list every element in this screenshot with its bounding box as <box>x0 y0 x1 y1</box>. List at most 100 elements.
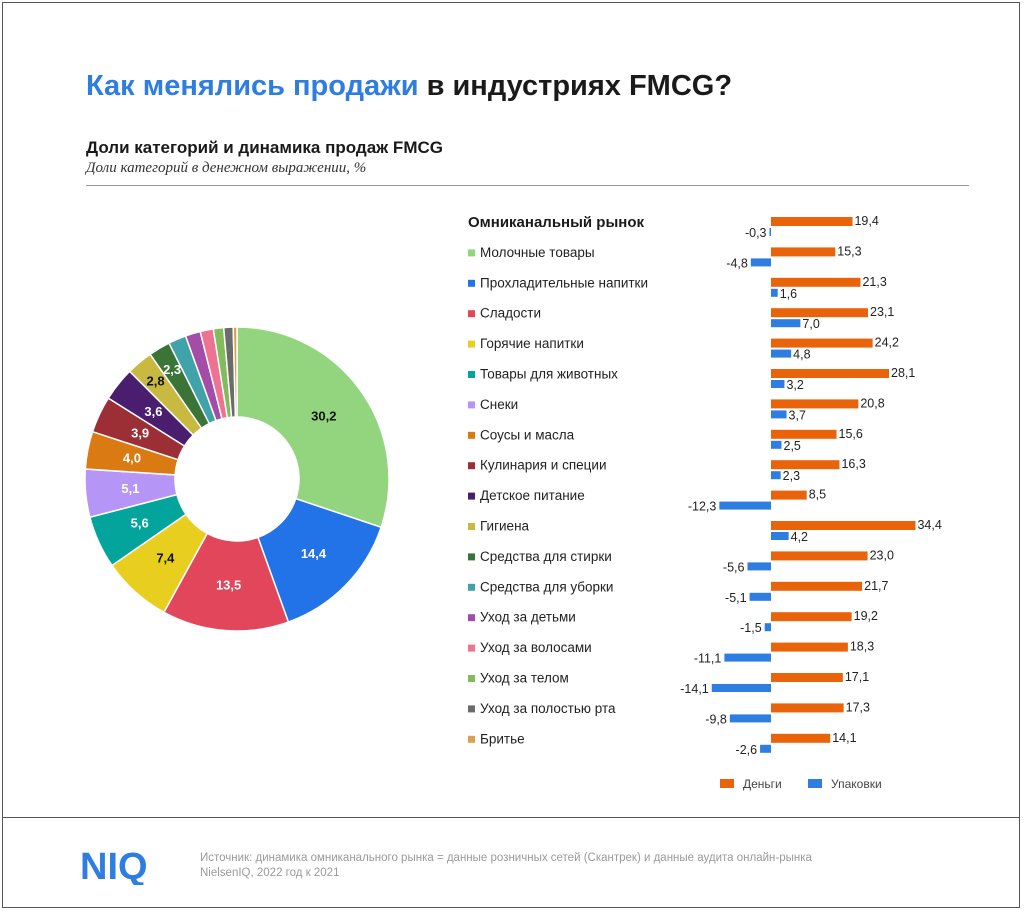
donut-label-1: 30,2 <box>311 408 336 423</box>
legend-label-3: Сладости <box>480 306 541 321</box>
bar-units-3 <box>771 288 778 297</box>
legend-swatch-13 <box>468 614 475 622</box>
bar-units-label-11: 4,2 <box>791 530 808 544</box>
legend-units-label: Упаковки <box>831 777 882 791</box>
legend-label-4: Горячие напитки <box>480 336 584 351</box>
bar-money-17 <box>771 703 844 713</box>
legend-label-10: Гигиена <box>480 519 530 534</box>
header-divider <box>86 185 969 186</box>
donut-label-8: 3,9 <box>131 426 149 441</box>
title-rest: в индустриях FMCG? <box>418 70 733 102</box>
bar-money-label-18: 14,1 <box>832 731 856 745</box>
bar-money-label-6: 28,1 <box>891 366 915 380</box>
donut-chart: 30,2 14,4 13,5 7,4 5,6 5,1 4,0 3,9 3,6 2,82,3 <box>84 326 390 632</box>
bar-money-label-7: 20,8 <box>860 396 884 410</box>
legend-swatch-4 <box>468 340 475 348</box>
bar-units-18 <box>760 744 771 753</box>
bar-chart: 19,4 -0,3 15,3 -4,8 21,3 1,6 23,1 7,0 24,2 4,8 28,… <box>680 214 942 757</box>
bar-money-13 <box>771 581 863 591</box>
bar-legend: Деньги Упаковки <box>720 777 882 791</box>
bar-units-12 <box>747 562 771 571</box>
bar-money-label-8: 15,6 <box>839 427 863 441</box>
bar-money-label-5: 24,2 <box>875 336 899 350</box>
bar-money-label-10: 8,5 <box>809 488 826 502</box>
legend-label-2: Прохладительные напитки <box>480 275 648 290</box>
legend-header: Омниканальный рынок <box>468 214 645 231</box>
legend-swatch-1 <box>468 249 475 257</box>
bar-units-16 <box>711 684 771 692</box>
bar-units-label-15: -11,1 <box>694 652 722 666</box>
bar-units-label-7: 3,7 <box>789 408 806 422</box>
legend-label-8: Кулинария и специи <box>480 458 606 473</box>
donut-label-9: 3,6 <box>144 404 162 419</box>
legend-swatch-16 <box>468 705 475 713</box>
bar-money-1 <box>771 217 853 226</box>
bar-units-1 <box>769 228 771 236</box>
donut-label-3: 13,5 <box>216 578 241 593</box>
title-highlight: Как менялись продажи <box>86 70 419 102</box>
bar-money-7 <box>771 399 859 409</box>
bar-money-5 <box>771 338 873 348</box>
bar-units-label-3: 1,6 <box>780 287 797 301</box>
bar-money-label-4: 23,1 <box>870 305 894 319</box>
bar-money-2 <box>771 247 836 257</box>
bar-money-8 <box>771 429 837 439</box>
bar-units-label-10: -12,3 <box>688 500 717 514</box>
bar-money-10 <box>771 490 807 500</box>
legend-label-9: Детское питание <box>480 488 585 503</box>
legend-label-5: Товары для животных <box>480 367 618 382</box>
source-line-1: Источник: динамика омниканального рынка … <box>200 852 812 864</box>
legend-swatch-3 <box>468 310 475 318</box>
niq-logo: NIQ <box>80 846 148 885</box>
chart-subnote: Доли категорий в денежном выражении, % <box>86 160 367 176</box>
donut-label-6: 5,1 <box>121 481 139 496</box>
donut-label-7: 4,0 <box>123 451 141 466</box>
donut-slice-3 <box>162 532 290 632</box>
bar-money-18 <box>771 733 831 743</box>
bar-units-label-13: -5,1 <box>725 591 747 605</box>
donut-label-4: 7,4 <box>156 550 175 565</box>
bar-units-label-17: -9,8 <box>705 712 727 726</box>
bar-units-11 <box>771 532 789 540</box>
category-legend: Омниканальный рынок Молочные товары Прохла… <box>468 214 648 746</box>
bar-units-label-5: 4,8 <box>793 348 810 362</box>
legend-label-7: Соусы и масла <box>480 427 575 442</box>
legend-swatch-6 <box>468 401 475 409</box>
legend-label-17: Бритье <box>480 731 525 746</box>
bar-units-label-1: -0,3 <box>745 226 767 240</box>
bar-money-label-11: 34,4 <box>917 518 941 532</box>
legend-swatch-12 <box>468 583 475 591</box>
bar-money-label-16: 17,1 <box>845 670 869 684</box>
bar-units-5 <box>771 349 792 358</box>
bar-money-3 <box>771 277 861 287</box>
bar-units-9 <box>771 471 781 480</box>
donut-label-10: 2,8 <box>147 374 165 389</box>
bar-units-4 <box>771 319 801 328</box>
bar-money-label-17: 17,3 <box>846 700 870 714</box>
bar-units-8 <box>771 440 782 449</box>
bar-units-label-6: 3,2 <box>786 378 803 392</box>
legend-swatch-8 <box>468 462 475 470</box>
legend-label-6: Снеки <box>480 397 518 412</box>
legend-money-swatch <box>720 779 734 788</box>
legend-money-label: Деньги <box>743 777 782 791</box>
chart-subtitle: Доли категорий и динамика продаж FMCG <box>86 138 443 157</box>
legend-swatch-15 <box>468 675 475 682</box>
bar-money-4 <box>771 308 869 318</box>
legend-label-13: Уход за детьми <box>480 610 576 625</box>
bar-money-15 <box>771 642 848 652</box>
bar-money-label-13: 21,7 <box>864 579 888 593</box>
donut-label-5: 5,6 <box>131 516 149 531</box>
bar-units-6 <box>771 380 785 388</box>
legend-swatch-2 <box>468 279 475 287</box>
legend-swatch-14 <box>468 644 475 652</box>
legend-swatch-17 <box>468 735 475 743</box>
bar-units-label-9: 2,3 <box>783 469 800 483</box>
bar-units-label-14: -1,5 <box>740 621 762 635</box>
source-note: Источник: динамика омниканального рынка … <box>200 851 900 881</box>
bar-money-label-1: 19,4 <box>854 214 878 228</box>
bar-money-label-2: 15,3 <box>837 244 861 258</box>
legend-label-16: Уход за полостью рта <box>480 701 616 716</box>
legend-units-swatch <box>808 779 822 788</box>
